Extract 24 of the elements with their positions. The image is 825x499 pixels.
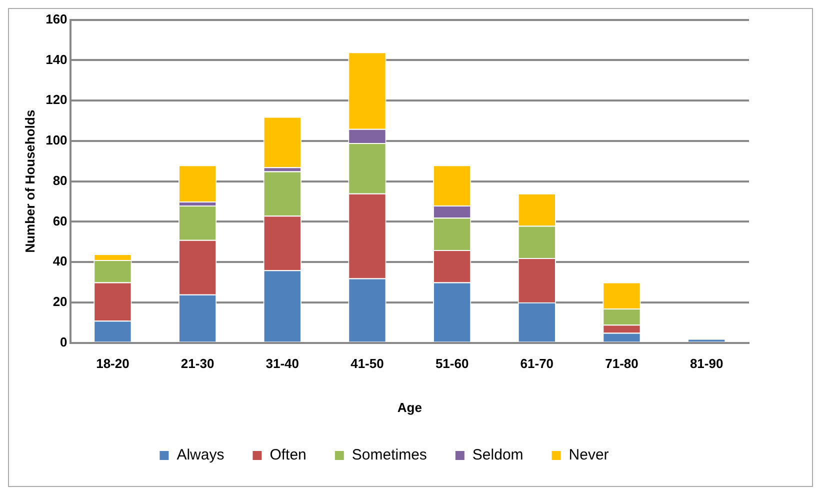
x-tick-label: 31-40 bbox=[266, 356, 300, 372]
y-tick-label: 80 bbox=[52, 172, 68, 188]
y-tick-label: 20 bbox=[52, 294, 68, 310]
legend-label: Never bbox=[568, 446, 609, 464]
x-tick-label: 71-80 bbox=[605, 356, 638, 372]
legend-label: Seldom bbox=[472, 446, 524, 464]
x-tick-label: 81-90 bbox=[690, 356, 724, 372]
x-tick-label: 18-20 bbox=[96, 356, 130, 372]
x-tick-label: 21-30 bbox=[180, 356, 214, 372]
y-tick-label: 0 bbox=[60, 334, 68, 350]
x-tick-label: 41-50 bbox=[350, 356, 384, 372]
legend-label: Always bbox=[176, 446, 224, 464]
y-axis-title: Number of Households bbox=[22, 110, 38, 253]
y-tick-label: 40 bbox=[52, 254, 68, 269]
x-tick-label: 61-70 bbox=[520, 356, 554, 372]
y-tick-label: 160 bbox=[46, 11, 68, 26]
y-tick-label: 60 bbox=[52, 213, 68, 228]
y-tick-label: 120 bbox=[46, 92, 68, 108]
legend-label: Often bbox=[270, 446, 306, 464]
x-tick-label: 51-60 bbox=[435, 356, 469, 372]
y-tick-label: 140 bbox=[46, 52, 68, 67]
legend-label: Sometimes bbox=[352, 446, 427, 464]
y-tick-label: 100 bbox=[46, 132, 68, 148]
x-axis-title: Age bbox=[397, 400, 422, 415]
